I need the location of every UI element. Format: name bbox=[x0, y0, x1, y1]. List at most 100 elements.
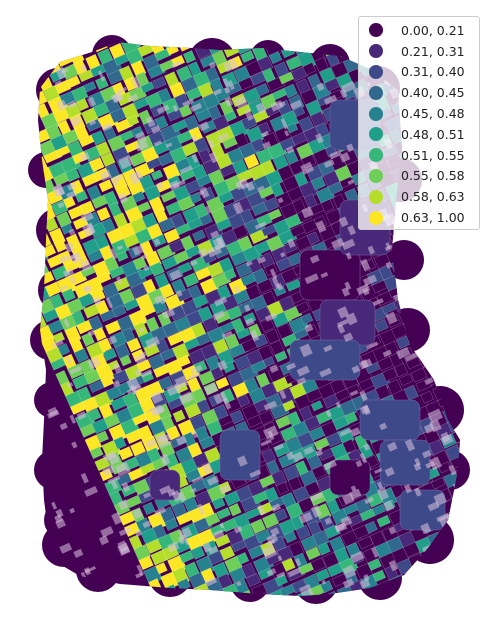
building-footprint bbox=[66, 190, 78, 200]
block-polygon bbox=[250, 360, 267, 374]
block-polygon bbox=[446, 576, 460, 591]
building-footprint bbox=[53, 183, 65, 197]
block-polygon bbox=[101, 218, 116, 233]
building-footprint bbox=[372, 298, 384, 307]
block-polygon bbox=[223, 268, 237, 281]
block-polygon bbox=[417, 286, 434, 303]
building-footprint bbox=[159, 485, 172, 495]
building-footprint bbox=[233, 525, 243, 534]
building-footprint bbox=[384, 466, 395, 477]
block-polygon bbox=[367, 558, 382, 571]
building-footprint bbox=[254, 221, 267, 230]
block-polygon bbox=[327, 181, 344, 196]
building-footprint bbox=[118, 155, 134, 170]
building-footprint bbox=[319, 367, 332, 378]
block-polygon bbox=[287, 42, 305, 44]
building-footprint bbox=[363, 443, 370, 451]
block-polygon bbox=[74, 348, 89, 363]
block-polygon bbox=[216, 600, 231, 613]
building-footprint bbox=[71, 441, 78, 449]
building-footprint bbox=[111, 92, 123, 103]
block-polygon bbox=[98, 179, 114, 193]
block-polygon bbox=[83, 81, 97, 93]
block-polygon bbox=[440, 276, 457, 295]
building-footprint bbox=[62, 267, 75, 278]
building-footprint bbox=[364, 496, 375, 505]
building-footprint bbox=[140, 369, 153, 378]
block-polygon bbox=[431, 253, 448, 270]
boundary-blob bbox=[34, 382, 70, 418]
building-footprint bbox=[88, 118, 97, 126]
block-polygon bbox=[172, 409, 186, 423]
building-footprint bbox=[404, 438, 416, 452]
building-footprint bbox=[214, 296, 228, 307]
legend-entry: 0.31, 0.40 bbox=[359, 62, 479, 83]
building-footprint bbox=[161, 307, 176, 320]
building-footprint bbox=[270, 527, 280, 537]
building-footprint bbox=[347, 225, 357, 236]
building-footprint bbox=[191, 154, 199, 164]
block-polygon bbox=[212, 338, 229, 355]
block-polygon bbox=[190, 545, 206, 560]
block-polygon bbox=[306, 454, 323, 470]
block-polygon bbox=[100, 375, 114, 388]
block-polygon bbox=[283, 83, 298, 99]
building-footprint bbox=[174, 375, 189, 390]
building-footprint bbox=[255, 102, 267, 115]
block-polygon bbox=[152, 76, 167, 89]
block-polygon bbox=[438, 461, 452, 474]
block-polygon bbox=[470, 276, 485, 289]
building-footprint bbox=[142, 520, 152, 529]
building-footprint bbox=[82, 285, 89, 292]
block-polygon bbox=[232, 224, 249, 240]
building-footprint bbox=[191, 135, 198, 143]
block-polygon bbox=[310, 176, 326, 191]
building-footprint bbox=[356, 283, 371, 296]
block-polygon bbox=[396, 335, 411, 349]
block-polygon bbox=[231, 26, 249, 39]
building-footprint bbox=[177, 491, 187, 503]
building-footprint bbox=[337, 323, 346, 334]
building-footprint bbox=[51, 582, 63, 591]
building-footprint bbox=[55, 66, 67, 80]
block-polygon bbox=[406, 581, 421, 596]
building-footprint bbox=[269, 268, 278, 280]
block-polygon bbox=[118, 446, 134, 461]
block-polygon bbox=[372, 569, 386, 582]
block-polygon bbox=[224, 110, 237, 122]
block-polygon bbox=[236, 552, 250, 565]
building-footprint bbox=[59, 542, 73, 554]
block-polygon bbox=[394, 363, 408, 378]
building-footprint bbox=[234, 95, 248, 109]
block-polygon bbox=[181, 589, 198, 596]
building-footprint bbox=[346, 143, 355, 153]
block-polygon bbox=[439, 367, 457, 381]
block-polygon bbox=[315, 568, 330, 582]
block-polygon bbox=[347, 449, 362, 463]
building-footprint bbox=[132, 508, 143, 520]
building-footprint bbox=[359, 452, 368, 464]
building-footprint bbox=[222, 397, 232, 410]
building-footprint bbox=[420, 522, 432, 535]
building-footprint bbox=[150, 125, 161, 134]
block-polygon bbox=[468, 370, 482, 385]
block-polygon bbox=[74, 190, 88, 203]
building-footprint bbox=[127, 93, 139, 103]
building-footprint bbox=[59, 422, 68, 431]
legend-label: 0.55, 0.58 bbox=[401, 168, 465, 184]
legend-swatch bbox=[369, 44, 383, 59]
building-footprint bbox=[301, 206, 314, 219]
block-polygon bbox=[96, 206, 111, 222]
building-footprint bbox=[350, 485, 357, 492]
building-footprint bbox=[339, 428, 352, 437]
building-footprint bbox=[350, 550, 365, 564]
building-footprint bbox=[335, 401, 341, 409]
building-footprint bbox=[277, 555, 283, 561]
block-polygon bbox=[457, 598, 473, 617]
block-polygon bbox=[424, 270, 438, 283]
block-polygon bbox=[98, 337, 112, 353]
building-footprint bbox=[277, 197, 284, 204]
block-polygon bbox=[81, 332, 95, 347]
building-footprint bbox=[236, 455, 248, 467]
building-footprint bbox=[323, 344, 333, 353]
